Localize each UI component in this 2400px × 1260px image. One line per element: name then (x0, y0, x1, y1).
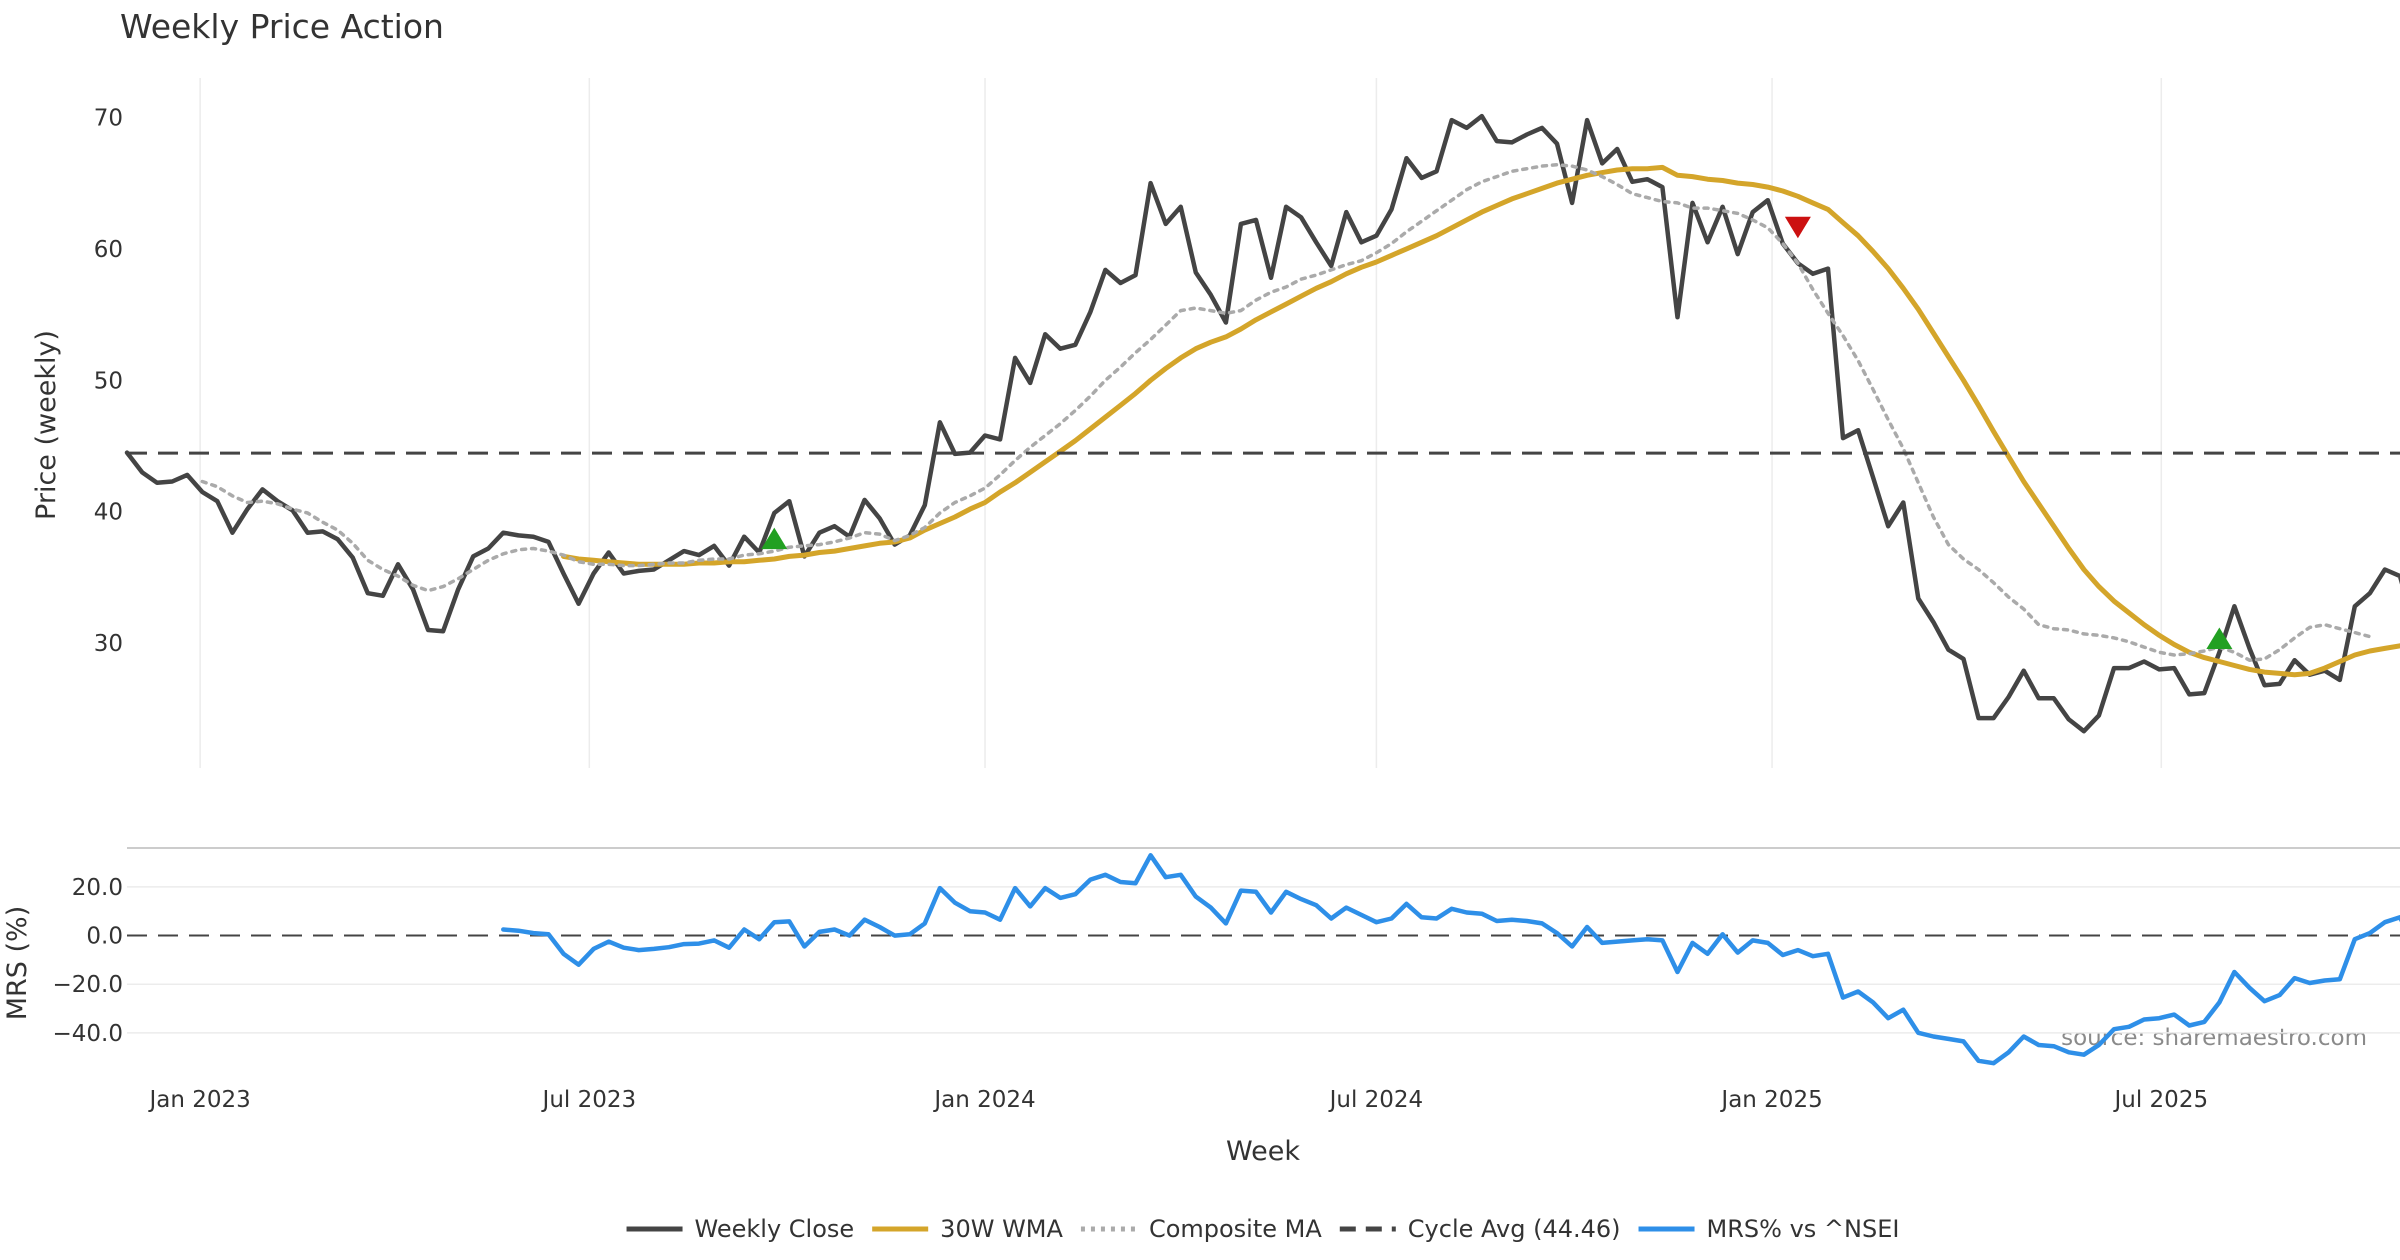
grid-layer: Jan 2023 Jul 2023 Jan 2024 Jul 2024 Jan 2025… (53, 78, 2400, 1113)
x-tick-label: Jan 2023 (147, 1087, 250, 1113)
y-tick-label-mrs: 20.0 (72, 875, 123, 901)
x-axis-title: Week (1226, 1136, 1300, 1167)
legend: Weekly Close 30W WMA Composite MA Cycle Avg… (626, 1215, 1900, 1243)
30w-wma-line (561, 164, 2400, 678)
x-tick-label: Jul 2023 (541, 1087, 637, 1113)
y-tick-label-price: 70 (94, 105, 123, 131)
y-tick-label-price: 40 (94, 500, 123, 526)
data-marks (124, 113, 2400, 1066)
mrs-line (501, 853, 2400, 1066)
y-tick-label-price: 50 (94, 368, 123, 394)
y-tick-label-mrs: 0.0 (86, 924, 123, 950)
buy-signal-marker (761, 527, 788, 550)
legend-label: Weekly Close (695, 1215, 855, 1243)
y-tick-label-mrs: −20.0 (53, 972, 123, 998)
legend-label: MRS% vs ^NSEI (1707, 1215, 1900, 1243)
legend-label: 30W WMA (940, 1215, 1063, 1243)
sell-signal-marker (1784, 216, 1811, 239)
composite-ma-line (200, 162, 2372, 662)
y-tick-label-price: 60 (94, 237, 123, 263)
x-tick-label: Jan 2025 (1719, 1087, 1822, 1113)
legend-label: Composite MA (1149, 1215, 1322, 1243)
x-tick-label: Jul 2024 (1328, 1087, 1424, 1113)
y-axis-title-mrs: MRS (%) (2, 906, 33, 1021)
y-tick-label-price: 30 (94, 631, 123, 657)
weekly-close-line (124, 113, 2400, 734)
y-tick-label-mrs: −40.0 (53, 1021, 123, 1047)
buy-signal-marker (2206, 627, 2233, 649)
y-axis-title-price: Price (weekly) (31, 330, 62, 520)
x-tick-label: Jul 2025 (2112, 1087, 2208, 1113)
chart-title: Weekly Price Action (120, 7, 444, 46)
legend-label: Cycle Avg (44.46) (1408, 1215, 1621, 1243)
x-tick-label: Jan 2024 (932, 1087, 1035, 1113)
